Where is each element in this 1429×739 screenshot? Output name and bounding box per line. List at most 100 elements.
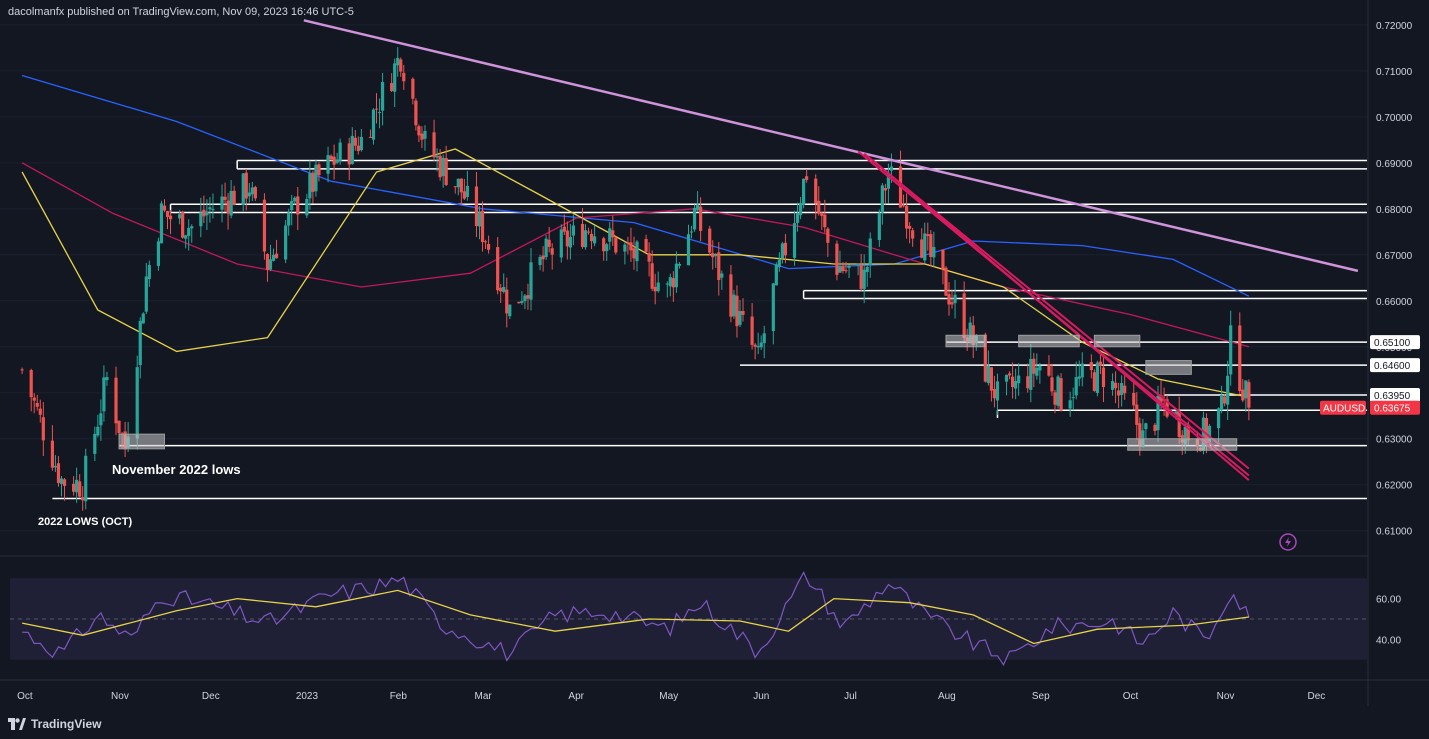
candle-body [929, 234, 933, 257]
candle-body [50, 440, 55, 468]
month-tick-label: Jul [844, 691, 857, 702]
candle-body [114, 377, 118, 424]
candle-body [411, 78, 415, 99]
candle-body [462, 191, 466, 199]
candle-body [605, 244, 609, 252]
candle-body [314, 164, 318, 192]
candle-body [1038, 365, 1042, 371]
candle-body [686, 234, 691, 266]
candle-body [483, 241, 488, 243]
candle-body [144, 276, 148, 312]
candle-body [868, 238, 872, 266]
tradingview-logo[interactable]: TradingView [8, 717, 101, 731]
candle-body [1080, 363, 1084, 378]
candle-body [326, 155, 330, 174]
candle-body [505, 289, 509, 314]
month-tick-label: Aug [938, 691, 956, 702]
candle-body [795, 213, 800, 223]
candle-body [753, 344, 757, 347]
candle-body [883, 187, 887, 191]
candle-body [1089, 362, 1093, 371]
candle-body [1026, 376, 1030, 389]
lightning-icon[interactable] [1279, 533, 1297, 551]
candle-body [1132, 392, 1136, 406]
candle-body [1050, 377, 1054, 392]
rsi-tick-label: 60.00 [1376, 595, 1401, 606]
annotation-nov-lows: November 2022 lows [112, 462, 241, 477]
ma-200-line [21, 74, 1250, 297]
candle-body [1004, 374, 1009, 382]
candle-body [565, 230, 569, 247]
candle-body [226, 200, 230, 214]
consolidation-zone [1145, 360, 1192, 375]
candle-body [135, 367, 139, 439]
candle-body [199, 212, 203, 227]
price-tick-label: 0.69000 [1376, 159, 1413, 170]
candle-body [438, 155, 442, 178]
candle-body [950, 302, 954, 305]
candle-body [335, 159, 339, 163]
price-tick-label: 0.67000 [1376, 251, 1413, 262]
candle-body [1247, 382, 1251, 408]
candle-body [520, 301, 524, 303]
candle-body [265, 254, 270, 270]
candle-body [926, 234, 930, 236]
candle-body [247, 192, 251, 197]
candle-body [187, 227, 191, 236]
candle-body [138, 320, 142, 366]
candle-body [1029, 358, 1033, 390]
month-tick-label: Apr [568, 691, 584, 702]
candle-body [1223, 396, 1227, 404]
candle-body [1207, 425, 1212, 442]
candle-body [244, 172, 248, 199]
month-tick-label: Dec [1308, 691, 1326, 702]
candle-body [159, 203, 164, 244]
candle-body [923, 233, 927, 261]
candle-body [1186, 424, 1190, 441]
candle-body [889, 166, 894, 171]
candle-body [1177, 410, 1181, 438]
candle-body [1238, 325, 1242, 392]
candle-body [547, 239, 551, 247]
candle-body [1113, 382, 1118, 389]
candle-body [962, 293, 966, 338]
candle-body [944, 267, 948, 296]
candle-body [729, 274, 733, 317]
candle-body [417, 126, 421, 136]
candle-body [271, 254, 276, 261]
candle-body [241, 173, 245, 205]
last-price-badge-text: 0.63675 [1374, 404, 1411, 415]
candle-body [1011, 376, 1015, 388]
symbol-badge-text: AUDUSD [1323, 404, 1365, 415]
rsi-tick-label: 40.00 [1376, 635, 1401, 646]
candle-body [1229, 325, 1233, 375]
consolidation-zone [1093, 334, 1141, 348]
candle-body [841, 266, 845, 272]
candle-body [877, 213, 881, 240]
candle-body [178, 214, 182, 219]
candle-body [653, 286, 657, 292]
annotations: November 2022 lows 2022 LOWS (OCT) [38, 462, 241, 528]
candle-body [780, 243, 784, 259]
candle-body [147, 265, 151, 279]
candle-body [102, 377, 106, 412]
candle-body [59, 478, 64, 484]
consolidation-zone [118, 433, 165, 450]
candle-body [1174, 411, 1178, 415]
candle-body [886, 172, 891, 189]
price-tick-label: 0.71000 [1376, 67, 1413, 78]
annotation-oct-lows: 2022 LOWS (OCT) [38, 516, 132, 528]
price-chart[interactable]: 0.72000 0.71000 0.70000 0.69000 0.68000 0.670… [0, 0, 1429, 706]
candle-body [1077, 376, 1081, 379]
horizontal-levels [52, 159, 1367, 500]
candle-body [356, 145, 360, 152]
candle-body [390, 83, 394, 91]
candle-body [992, 388, 997, 399]
candle-body [165, 210, 170, 217]
candle-body [1216, 408, 1221, 429]
price-tick-label: 0.68000 [1376, 205, 1413, 216]
candle-body [205, 211, 209, 216]
level-price-badge [1370, 358, 1420, 373]
candle-body [1101, 367, 1106, 388]
candle-body [1092, 372, 1096, 391]
